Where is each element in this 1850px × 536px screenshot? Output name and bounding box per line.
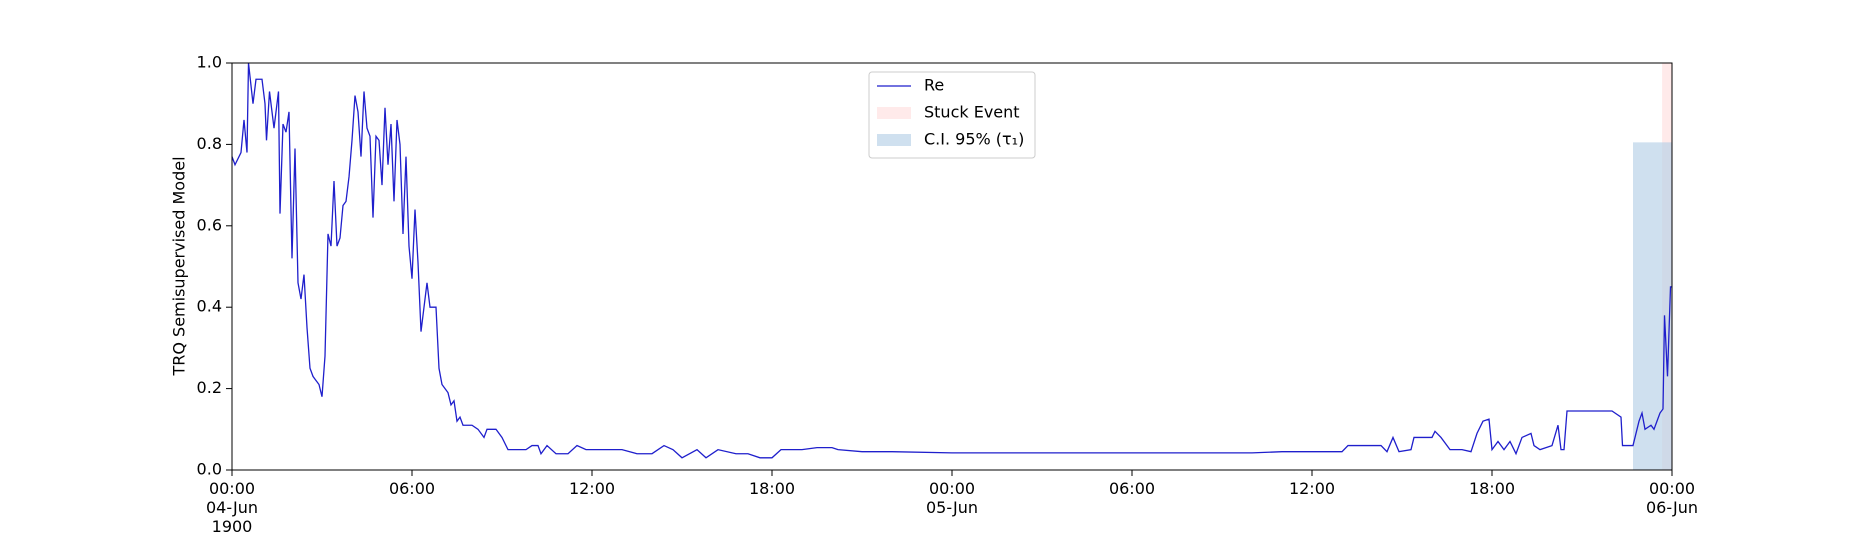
legend-label: Re — [924, 76, 944, 95]
legend-label: Stuck Event — [924, 103, 1020, 122]
x-tick-label: 00:00 05-Jun — [925, 479, 979, 517]
x-tick-label: 12:00 — [568, 479, 616, 498]
x-tick-label: 12:00 — [1288, 479, 1336, 498]
plot-frame — [231, 62, 1673, 471]
x-tick-label: 18:00 — [748, 479, 796, 498]
x-tick-label: 18:00 — [1468, 479, 1516, 498]
legend-patch — [877, 107, 911, 119]
y-tick-label: 0.2 — [197, 378, 222, 397]
legend-patch — [877, 134, 911, 146]
x-tick-label: 06:00 — [1108, 479, 1156, 498]
y-tick-label: 0.6 — [197, 215, 222, 234]
legend: Re Stuck Event C.I. 95% (τ₁) — [868, 71, 1036, 159]
chart: TRQ Semisupervised Model 0.0 0.2 0.4 0.6 0.8… — [170, 53, 1673, 479]
y-tick-label: 0.4 — [197, 297, 222, 316]
region — [1633, 142, 1672, 471]
y-tick-label: 1.0 — [197, 53, 222, 72]
x-tick-label: 00:00 06-Jun — [1645, 479, 1699, 517]
line — [231, 62, 1672, 459]
y-tick-label: 0.8 — [197, 134, 222, 153]
y-axis-label: TRQ Semisupervised Model — [170, 156, 189, 376]
y-tick-label: 0.0 — [197, 460, 222, 479]
x-tick-label: 00:00 04-Jun 1900 — [205, 479, 259, 536]
x-tick-label: 06:00 — [388, 479, 436, 498]
page: TRQ Semisupervised Model 0.0 0.2 0.4 0.6 0.8… — [169, 52, 1699, 536]
legend-label: C.I. 95% (τ₁) — [924, 130, 1024, 149]
